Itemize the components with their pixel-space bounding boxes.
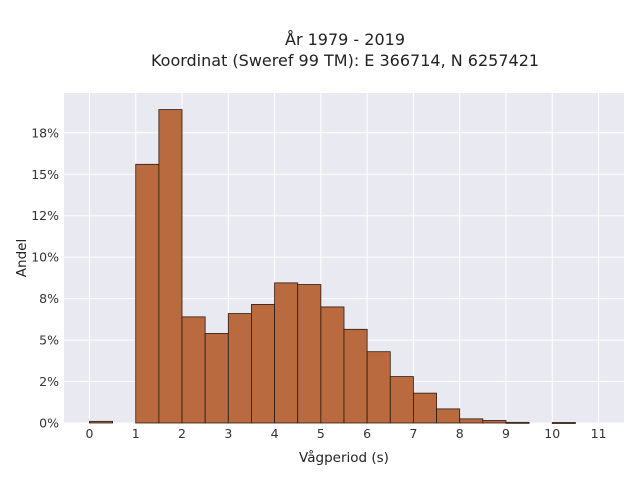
histogram-bar [505,421,530,424]
y-tick-label: 10% [31,250,59,265]
histogram-bar [274,282,299,424]
x-axis-label: Vågperiod (s) [299,449,389,466]
y-tick-label: 0% [39,416,59,431]
histogram-bar [251,304,275,424]
y-axis-ticks: 0% 2% 5% 8% 10% 12% 15% 18% [31,125,59,430]
y-tick-label: 2% [39,374,59,389]
histogram-bar [551,422,576,424]
x-tick-label: 5 [317,426,325,441]
histogram-bar [436,408,461,424]
x-tick-label: 1 [132,426,140,441]
y-tick-label: 8% [39,291,59,306]
x-tick-label: 2 [178,426,186,441]
y-tick-label: 12% [31,208,59,223]
histogram-bar [320,306,345,424]
x-tick-label: 4 [271,426,279,441]
y-tick-label: 15% [31,167,59,182]
histogram-bar [482,420,507,424]
y-tick-label: 18% [31,125,59,140]
histogram-bar [135,163,160,424]
x-tick-label: 9 [502,426,510,441]
histogram-bar [389,376,414,424]
histogram-bar [204,333,229,424]
x-tick-label: 10 [544,426,560,441]
x-tick-label: 11 [591,426,607,441]
chart-title-line2: Koordinat (Sweref 99 TM): E 366714, N 62… [151,51,539,70]
histogram-bar [366,351,391,424]
y-tick-label: 5% [39,333,59,348]
y-axis-label: Andel [14,239,30,277]
histogram-bar [158,109,183,424]
x-tick-label: 7 [409,426,417,441]
x-tick-label: 6 [363,426,371,441]
x-tick-label: 8 [456,426,464,441]
histogram-bar [89,420,113,424]
histogram-bar [297,284,322,424]
histogram-bar [181,316,206,424]
histogram-bar [227,313,252,424]
histogram-bar [459,418,484,424]
histogram-bar [343,328,368,424]
x-tick-label: 0 [85,426,93,441]
x-axis-ticks: 0 1 2 3 4 5 6 7 8 9 10 11 [85,426,606,441]
histogram-bar [413,392,437,424]
bars [89,109,576,424]
x-tick-label: 3 [224,426,232,441]
chart-title-line1: År 1979 - 2019 [285,30,405,49]
